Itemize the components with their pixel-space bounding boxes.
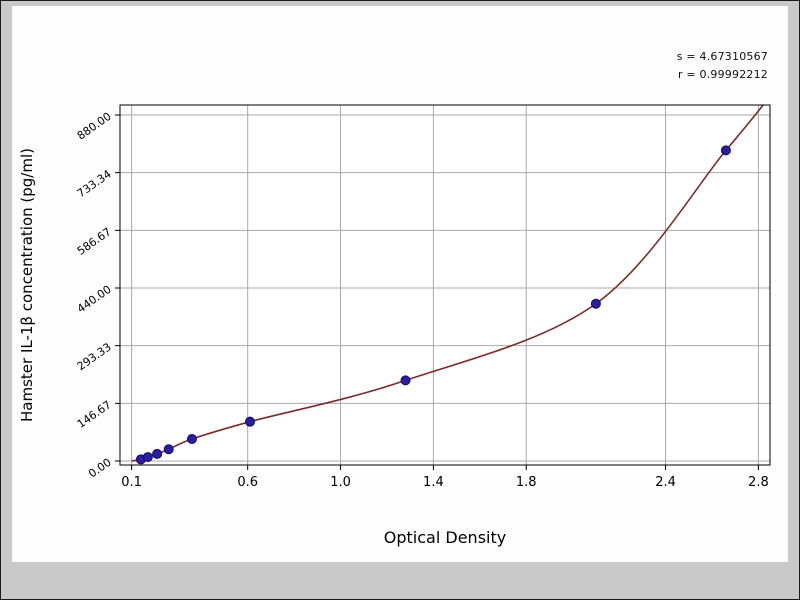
data-point-marker	[720, 145, 731, 156]
x-tick-label: 2.4	[655, 475, 676, 490]
y-tick-label: 293.33	[75, 340, 114, 373]
data-point-marker	[142, 452, 153, 463]
fit-parameter-s: s = 4.67310567	[676, 50, 768, 63]
y-tick-label: 880.00	[75, 110, 114, 143]
y-tick-label: 146.67	[75, 398, 114, 431]
x-tick-label: 0.6	[237, 475, 258, 490]
plot-area	[120, 105, 770, 465]
y-tick-label: 733.34	[75, 167, 114, 200]
fit-parameter-r: r = 0.99992212	[677, 68, 768, 81]
data-point-marker	[590, 298, 601, 309]
y-tick-label: 586.67	[75, 225, 114, 258]
x-tick-label: 0.1	[121, 475, 142, 490]
x-tick-label: 1.4	[423, 475, 444, 490]
y-tick-label: 0.00	[86, 456, 114, 481]
x-tick-label: 1.8	[516, 475, 537, 490]
data-point-marker	[186, 433, 197, 444]
x-axis-title: Optical Density	[383, 528, 507, 547]
data-point-marker	[245, 416, 255, 427]
data-point-marker	[400, 375, 411, 386]
y-tick-label: 440.00	[75, 283, 114, 316]
x-tick-label: 2.8	[748, 475, 769, 490]
standard-curve-plot: 0.1 0.6 1.0 1.4 1.8 2.4 2.8 0.00 146.67 293.33 440…	[75, 104, 771, 490]
x-tick-label: 1.0	[330, 475, 351, 490]
plot-border	[119, 104, 771, 466]
data-point-marker	[152, 448, 163, 459]
data-point-marker	[163, 444, 174, 455]
y-axis-title: Hamster IL-1β concentration (pg/ml)	[18, 148, 36, 422]
